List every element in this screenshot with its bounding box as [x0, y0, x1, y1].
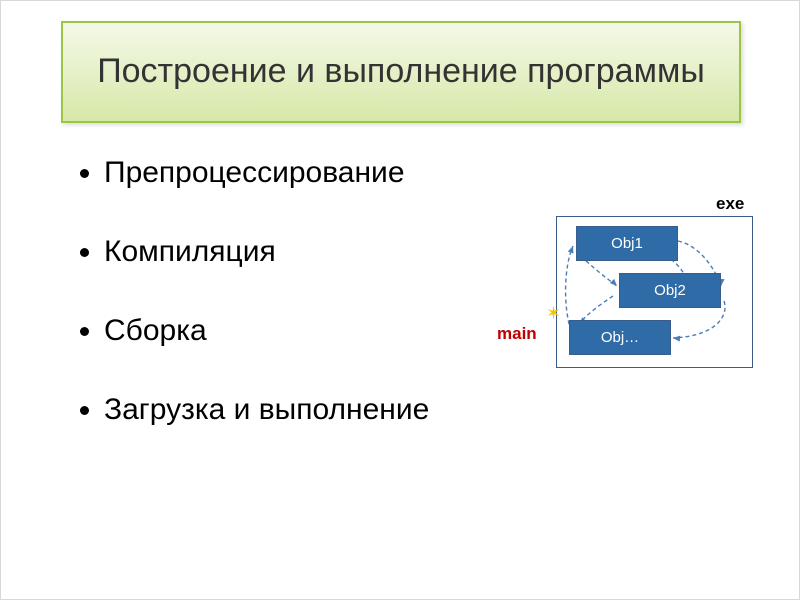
exe-diagram: exe Obj1 Obj2 Obj… main ✶ — [491, 196, 761, 371]
bullet-list: Препроцессирование Компиляция Сборка Загруз… — [76, 156, 556, 427]
main-label: main — [497, 324, 537, 344]
obj-box: Obj… — [569, 320, 671, 355]
slide: Построение и выполнение программы Препро… — [0, 0, 800, 600]
bullet-item: Препроцессирование — [104, 156, 556, 190]
obj-box: Obj1 — [576, 226, 678, 261]
obj-box: Obj2 — [619, 273, 721, 308]
bullet-item: Загрузка и выполнение — [104, 393, 556, 427]
exe-label: exe — [716, 194, 744, 214]
slide-title-text: Построение и выполнение программы — [97, 52, 705, 91]
slide-title: Построение и выполнение программы — [61, 21, 741, 123]
bullet-item: Сборка — [104, 314, 556, 348]
bullet-item: Компиляция — [104, 235, 556, 269]
star-icon: ✶ — [546, 304, 561, 322]
